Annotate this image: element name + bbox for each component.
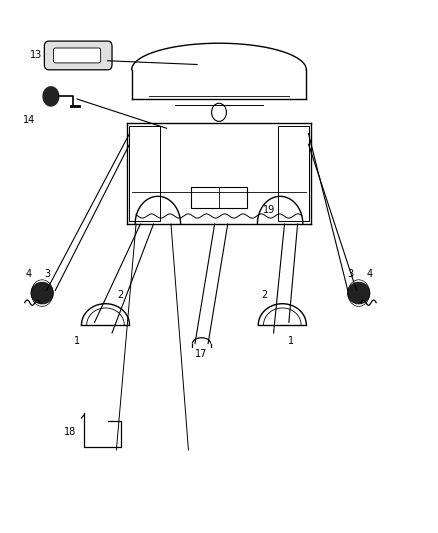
Text: 4: 4 <box>367 269 373 279</box>
Circle shape <box>212 103 226 122</box>
Text: 1: 1 <box>74 336 80 345</box>
Text: 4: 4 <box>26 269 32 279</box>
Bar <box>130 126 160 221</box>
Text: 13: 13 <box>29 50 42 60</box>
Text: 2: 2 <box>262 290 268 301</box>
Polygon shape <box>348 282 370 304</box>
Text: 1: 1 <box>288 336 294 345</box>
Polygon shape <box>31 282 53 304</box>
Text: 3: 3 <box>347 269 353 279</box>
FancyBboxPatch shape <box>44 41 112 70</box>
Polygon shape <box>43 87 59 106</box>
Bar <box>278 126 308 221</box>
Text: 19: 19 <box>263 205 275 215</box>
Text: 3: 3 <box>45 269 51 279</box>
Text: 2: 2 <box>118 290 124 301</box>
Text: 14: 14 <box>23 115 35 125</box>
Bar <box>191 187 247 208</box>
Text: 18: 18 <box>64 427 76 437</box>
FancyBboxPatch shape <box>53 48 101 63</box>
Text: 17: 17 <box>194 349 207 359</box>
